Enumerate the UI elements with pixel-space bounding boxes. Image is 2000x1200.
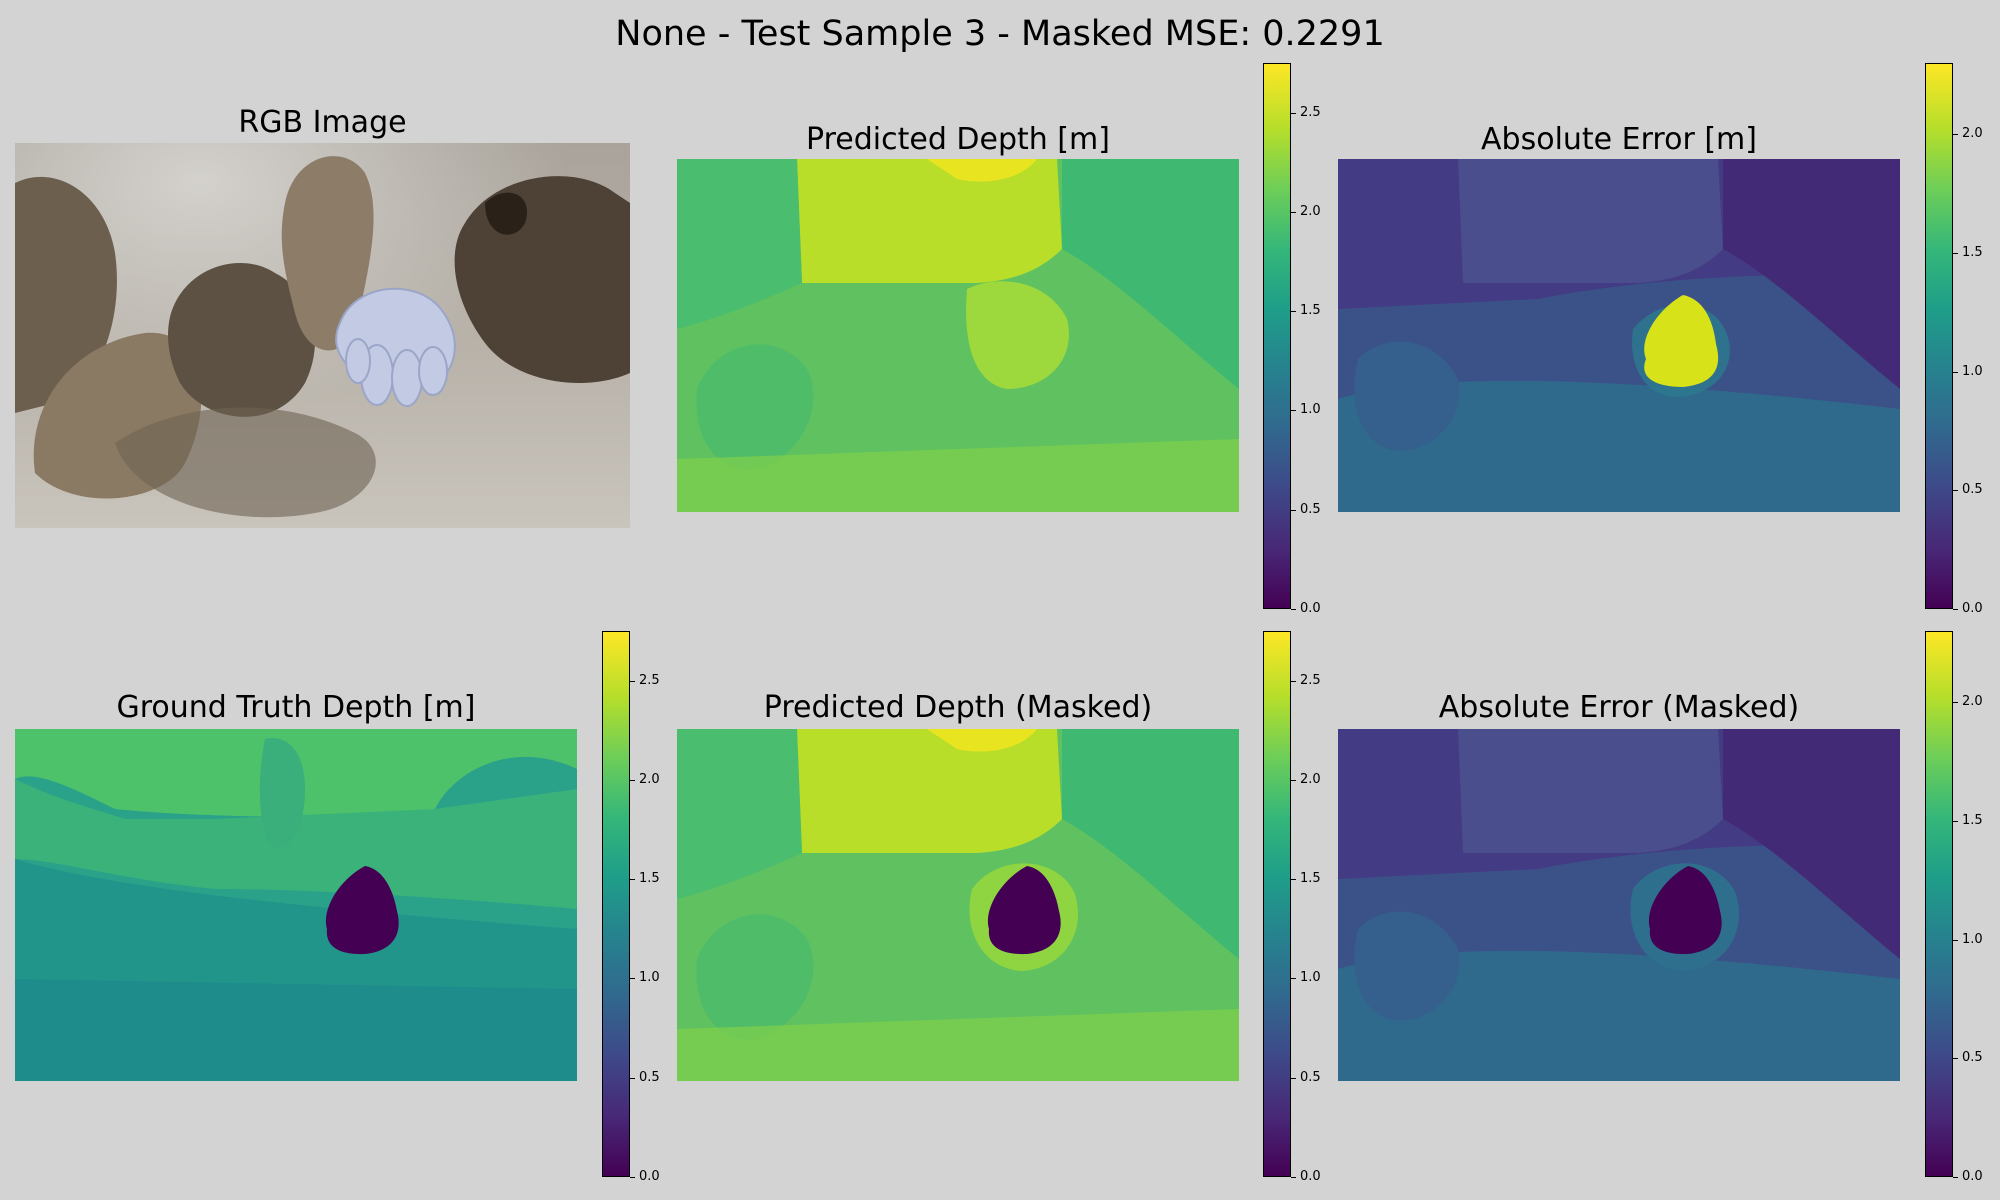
figure-suptitle: None - Test Sample 3 - Masked MSE: 0.229… [615,14,1385,54]
colorbar-tick-label: 1.0 [1300,970,1321,986]
colorbar-tick-mark [1291,211,1296,213]
colorbar-absolute-error: 0.0 0.5 1.0 1.5 2.0 [1925,63,1983,616]
ground-truth-depth-map [15,729,577,1081]
colorbar-tick-mark [630,680,635,682]
colorbar-tick-label: 1.5 [1300,303,1321,319]
colorbar-tick-label: 1.0 [639,970,660,986]
colorbar-tick-label: 2.0 [1300,203,1321,219]
colorbar-tick-mark [1953,820,1958,822]
colorbar-tick-mark [1291,779,1296,781]
panel-title-rgb: RGB Image [238,105,407,140]
colorbar-tick-mark [630,879,635,881]
colorbar-tick-mark [1953,1058,1958,1060]
colorbar-tick-mark [1291,879,1296,881]
colorbar-tick-mark [1291,1177,1296,1178]
colorbar-tick-mark [1953,939,1958,941]
masked-region [325,866,399,955]
colorbar-tick-mark [1291,311,1296,313]
colorbar-tick-mark [1291,609,1296,610]
colorbar-tick-mark [630,779,635,781]
colorbar-tick-mark [1953,252,1958,254]
colorbar-tick-mark [1953,1177,1958,1178]
colorbar-tick-mark [1291,509,1296,511]
colorbar-tick-label: 1.0 [1300,402,1321,418]
panel-title-ground-truth: Ground Truth Depth [m] [116,690,476,725]
white-organism [335,287,456,407]
colorbar-tick-label: 2.0 [1962,694,1983,710]
panel-title-absolute-error: Absolute Error [m] [1481,122,1757,157]
colorbar-tick-label: 2.5 [639,672,660,688]
colorbar-tick-label: 0.0 [1962,601,1983,616]
colorbar-tick-mark [1953,490,1958,492]
colorbar-tick-label: 0.5 [1300,1069,1321,1085]
colorbar-tick-label: 0.0 [1300,601,1321,616]
colorbar-tick-label: 0.5 [1300,501,1321,517]
colorbar-tick-mark [1291,410,1296,412]
colorbar-tick-mark [630,978,635,980]
predicted-depth-masked-map [677,729,1239,1081]
colorbar-tick-label: 0.5 [1962,1050,1983,1066]
colorbar-tick-label: 2.0 [1300,771,1321,787]
colorbar-tick-mark [1291,978,1296,980]
colorbar-predicted-depth-masked: 0.0 0.5 1.0 1.5 2.0 2.5 [1263,631,1321,1184]
panel-title-predicted-depth-masked: Predicted Depth (Masked) [763,690,1153,725]
colorbar-tick-label: 2.0 [639,771,660,787]
colorbar-tick-label: 1.5 [639,871,660,887]
colorbar-tick-mark [630,1077,635,1079]
colorbar-absolute-error-masked: 0.0 0.5 1.0 1.5 2.0 [1925,631,1983,1184]
absolute-error-masked-map [1338,729,1900,1081]
predicted-depth-map [677,159,1239,512]
colorbar-tick-label: 1.5 [1962,244,1983,260]
colorbar-tick-label: 1.5 [1962,812,1983,828]
colorbar-tick-mark [1953,134,1958,136]
colorbar-tick-mark [630,1177,635,1178]
colorbar-tick-mark [1291,112,1296,114]
colorbar-predicted-depth: 0.0 0.5 1.0 1.5 2.0 2.5 [1263,63,1321,616]
colorbar-tick-label: 0.0 [1962,1169,1983,1184]
colorbar-tick-label: 0.5 [639,1069,660,1085]
colorbar-tick-label: 2.0 [1962,126,1983,142]
colorbar-tick-mark [1291,1077,1296,1079]
colorbar-tick-label: 1.0 [1962,363,1983,379]
colorbar-tick-label: 2.5 [1300,104,1321,120]
colorbar-tick-label: 0.5 [1962,482,1983,498]
rgb-image [15,143,630,528]
colorbar-tick-mark [1291,680,1296,682]
colorbar-ground-truth: 0.0 0.5 1.0 1.5 2.0 2.5 [602,631,660,1184]
colorbar-tick-label: 0.0 [1300,1169,1321,1184]
colorbar-tick-mark [1953,371,1958,373]
colorbar-tick-mark [1953,702,1958,704]
colorbar-tick-label: 1.5 [1300,871,1321,887]
panel-title-predicted-depth: Predicted Depth [m] [806,122,1110,157]
colorbar-tick-mark [1953,609,1958,610]
colorbar-tick-label: 1.0 [1962,931,1983,947]
absolute-error-map [1338,159,1900,512]
colorbar-tick-label: 0.0 [639,1169,660,1184]
colorbar-tick-label: 2.5 [1300,672,1321,688]
panel-title-absolute-error-masked: Absolute Error (Masked) [1438,690,1800,725]
